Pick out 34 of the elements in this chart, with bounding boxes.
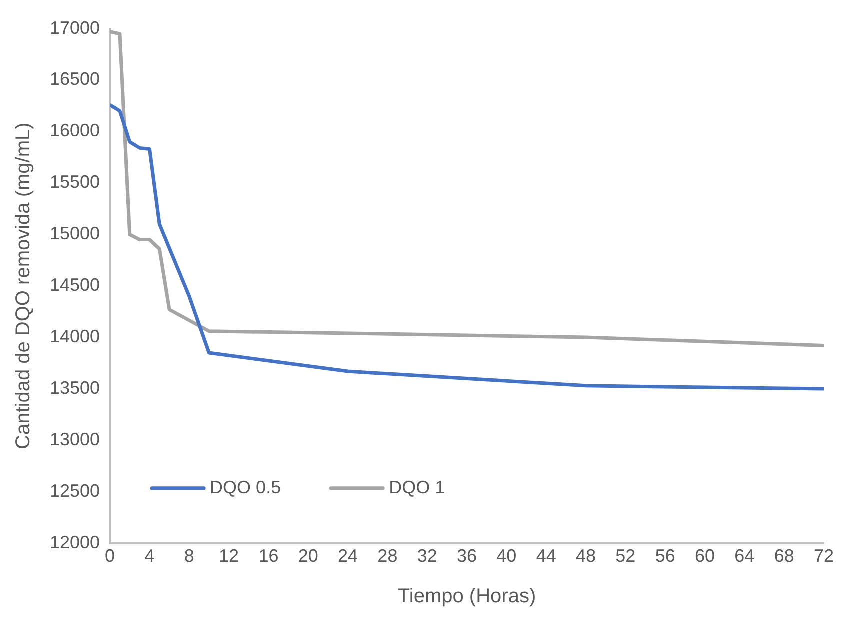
x-tick-label: 72 — [814, 546, 834, 566]
y-tick-label: 13000 — [50, 429, 100, 450]
x-tick-label: 52 — [616, 546, 636, 566]
y-tick-label: 16500 — [50, 69, 100, 90]
x-tick-label: 0 — [105, 546, 116, 566]
y-tick-label: 16000 — [50, 120, 100, 141]
y-tick-label: 15500 — [50, 172, 100, 192]
x-tick-label: 48 — [576, 546, 596, 566]
y-tick-label: 12000 — [50, 532, 100, 552]
x-tick-label: 20 — [298, 546, 318, 566]
y-tick-label: 14500 — [50, 275, 100, 296]
y-tick-label: 12500 — [50, 480, 100, 501]
y-axis-title: Cantidad de DQO removida (mg/mL) — [12, 122, 35, 450]
x-tick-label: 32 — [417, 546, 438, 566]
x-tick-label: 40 — [496, 546, 517, 566]
y-tick-label: 14000 — [50, 326, 100, 347]
x-tick-label: 8 — [184, 546, 194, 566]
x-tick-label: 28 — [378, 546, 398, 566]
x-tick-label: 36 — [457, 546, 478, 566]
x-axis-title: Tiempo (Horas) — [398, 586, 536, 608]
y-tick-label: 15000 — [50, 224, 100, 244]
legend-label: DQO 1 — [389, 477, 446, 498]
x-tick-label: 64 — [734, 546, 755, 566]
y-tick-label: 13500 — [50, 378, 100, 398]
x-tick-label: 24 — [338, 546, 358, 566]
x-tick-label: 4 — [144, 546, 155, 566]
x-tick-label: 16 — [258, 546, 279, 566]
x-tick-label: 60 — [694, 546, 716, 566]
legend-label: DQO 0.5 — [210, 477, 282, 498]
x-tick-label: 44 — [536, 546, 556, 566]
x-tick-label: 12 — [219, 546, 240, 566]
x-tick-label: 56 — [655, 546, 676, 566]
y-tick-label: 17000 — [50, 18, 100, 38]
x-tick-label: 68 — [774, 546, 794, 566]
